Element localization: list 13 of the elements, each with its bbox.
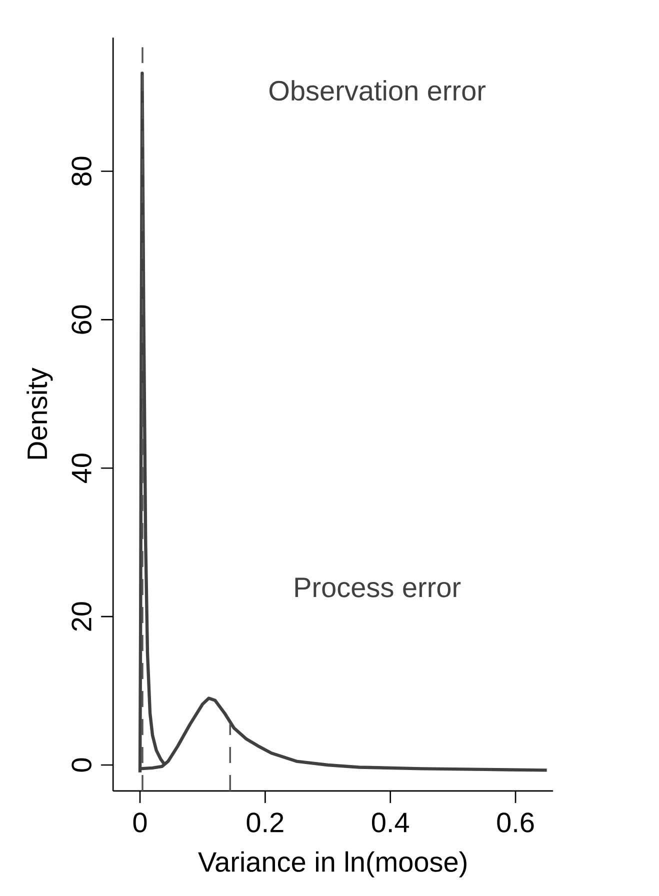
annotation: Observation error — [269, 80, 486, 101]
x-tick-label: 0.4 — [372, 812, 409, 832]
y-tick-label: 80 — [72, 156, 92, 186]
y-axis-title: Density — [26, 368, 53, 459]
x-axis-title: Variance in ln(moose) — [198, 851, 466, 878]
x-tick-label: 0.6 — [497, 812, 534, 832]
y-tick-label: 0 — [72, 758, 92, 772]
x-tick-label: 0 — [133, 812, 147, 832]
y-tick-label: 20 — [72, 602, 92, 631]
y-tick-label: 40 — [72, 454, 92, 484]
y-tick-label: 60 — [72, 305, 92, 334]
annotation: Process error — [295, 578, 461, 598]
x-tick-label: 0.2 — [246, 812, 284, 832]
